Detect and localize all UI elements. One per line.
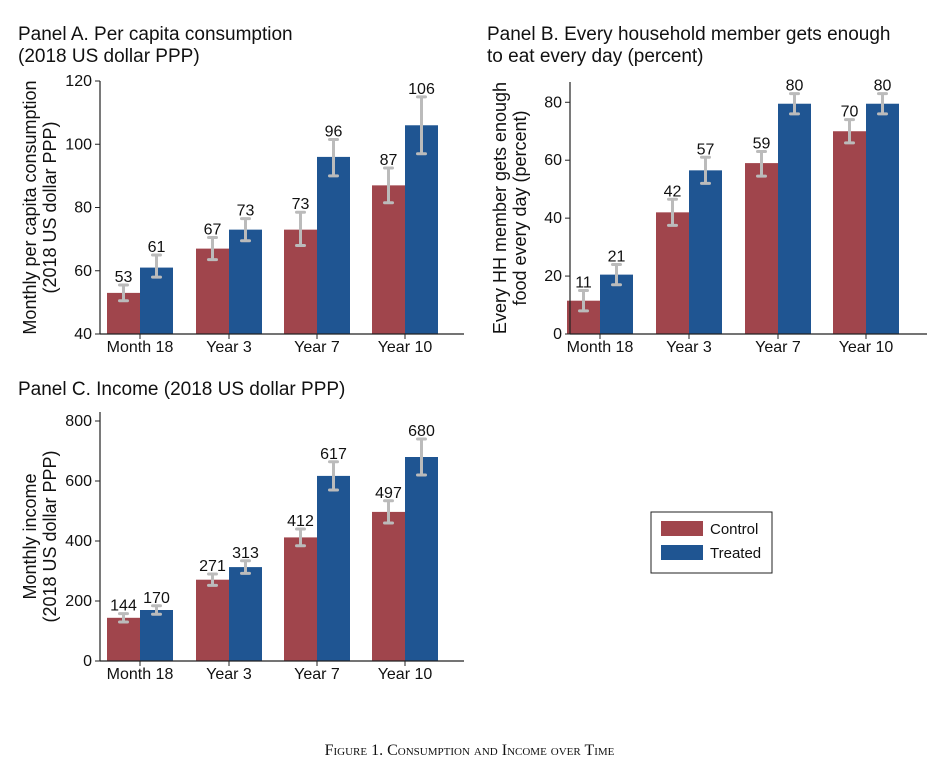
data-label: 61 <box>148 239 166 256</box>
panel-b: Panel B. Every household member gets eno… <box>487 24 927 356</box>
figure-caption: Figure 1. Consumption and Income over Ti… <box>324 742 615 759</box>
x-tick-label: Year 7 <box>755 339 801 356</box>
y-tick-label: 600 <box>65 473 92 490</box>
bar-control-2 <box>284 229 317 334</box>
legend-swatch-control <box>661 521 703 536</box>
panel-title-line: Panel C. Income (2018 US dollar PPP) <box>18 379 345 400</box>
bar-control-1 <box>656 212 689 334</box>
bar-control-3 <box>372 185 405 334</box>
data-label: 73 <box>237 203 255 220</box>
bar-control-2 <box>745 163 778 334</box>
bar-treated-3 <box>405 125 438 335</box>
bar-control-1 <box>196 579 229 661</box>
y-axis-label: food every day (percent) <box>510 110 530 305</box>
y-tick-label: 40 <box>74 326 92 343</box>
y-tick-label: 100 <box>65 136 92 153</box>
bar-treated-0 <box>140 610 173 661</box>
bar-treated-3 <box>866 103 899 334</box>
y-tick-label: 400 <box>65 533 92 550</box>
data-label: 73 <box>292 196 310 213</box>
legend: Control Treated <box>650 511 773 574</box>
data-label: 87 <box>380 152 398 169</box>
bar-treated-2 <box>317 156 350 334</box>
bar-control-3 <box>372 511 405 661</box>
data-label: 53 <box>115 269 133 286</box>
data-label: 313 <box>232 545 259 562</box>
y-axis-label: Monthly per capita consumption <box>20 80 40 334</box>
legend-label-control: Control <box>710 521 758 538</box>
x-tick-label: Year 3 <box>666 339 712 356</box>
y-tick-label: 80 <box>74 200 92 217</box>
panel-title-line: (2018 US dollar PPP) <box>18 46 200 67</box>
bar-treated-3 <box>405 457 438 661</box>
data-label: 70 <box>841 104 859 121</box>
y-axis-label: (2018 US dollar PPP) <box>40 450 60 622</box>
data-label: 412 <box>287 513 314 530</box>
x-tick-label: Month 18 <box>107 666 174 683</box>
data-label: 271 <box>199 558 226 575</box>
legend-label-treated: Treated <box>710 545 761 562</box>
x-tick-label: Year 10 <box>378 666 433 683</box>
x-tick-label: Month 18 <box>107 339 174 356</box>
panel-title-line: to eat every day (percent) <box>487 46 704 67</box>
data-label: 680 <box>408 423 435 440</box>
data-label: 42 <box>664 183 682 200</box>
x-tick-label: Year 7 <box>294 339 340 356</box>
y-axis-label: Monthly income <box>20 473 40 599</box>
data-label: 57 <box>697 141 715 158</box>
legend-swatch-treated <box>661 545 703 560</box>
data-label: 21 <box>608 248 626 265</box>
panel-c: Panel C. Income (2018 US dollar PPP) Mont… <box>18 379 464 683</box>
bar-control-2 <box>284 537 317 661</box>
data-label: 144 <box>110 598 137 615</box>
data-label: 80 <box>874 78 892 95</box>
y-tick-label: 0 <box>553 326 562 343</box>
x-tick-label: Month 18 <box>567 339 634 356</box>
data-label: 96 <box>325 124 343 141</box>
bar-treated-1 <box>229 229 262 334</box>
data-label: 59 <box>753 136 771 153</box>
data-label: 106 <box>408 81 435 98</box>
data-label: 80 <box>786 78 804 95</box>
data-label: 11 <box>575 275 592 292</box>
y-axis-label: Every HH member gets enough <box>490 82 510 334</box>
x-tick-label: Year 3 <box>206 666 252 683</box>
data-label: 67 <box>204 222 222 239</box>
y-tick-label: 80 <box>544 94 562 111</box>
panel-title-line: Panel A. Per capita consumption <box>18 24 293 45</box>
x-tick-label: Year 3 <box>206 339 252 356</box>
data-label: 170 <box>143 590 170 607</box>
bar-control-1 <box>196 248 229 334</box>
bar-treated-1 <box>689 170 722 334</box>
bar-control-3 <box>833 131 866 334</box>
y-tick-label: 40 <box>544 210 562 227</box>
data-label: 497 <box>375 485 402 502</box>
panel-title-line: Panel B. Every household member gets eno… <box>487 24 890 45</box>
bar-treated-1 <box>229 567 262 661</box>
y-tick-label: 20 <box>544 268 562 285</box>
y-tick-label: 200 <box>65 593 92 610</box>
y-axis-label: (2018 US dollar PPP) <box>40 121 60 293</box>
x-tick-label: Year 10 <box>839 339 894 356</box>
x-tick-label: Year 7 <box>294 666 340 683</box>
y-tick-label: 60 <box>74 263 92 280</box>
data-label: 617 <box>320 446 347 463</box>
y-tick-label: 60 <box>544 152 562 169</box>
bar-treated-2 <box>778 103 811 334</box>
x-tick-label: Year 10 <box>378 339 433 356</box>
y-tick-label: 120 <box>65 73 92 90</box>
panel-a: Panel A. Per capita consumption(2018 US … <box>18 24 464 356</box>
bar-treated-0 <box>140 267 173 334</box>
bar-control-0 <box>107 617 140 661</box>
bar-treated-2 <box>317 475 350 661</box>
y-tick-label: 0 <box>83 653 92 670</box>
y-tick-label: 800 <box>65 413 92 430</box>
